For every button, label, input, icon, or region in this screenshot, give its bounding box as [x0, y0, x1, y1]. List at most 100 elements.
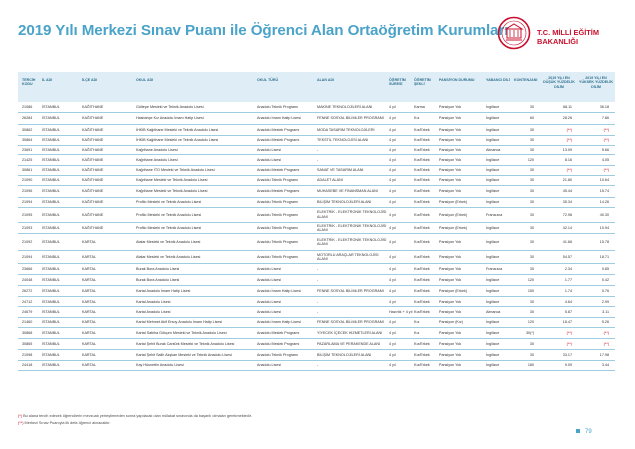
cell-okul-adi: Kartal Anadolu Lisesi	[136, 309, 171, 314]
cell-pansiyon-durumu: Pansiyon Yok	[439, 239, 462, 244]
cell-ogretim-sekli: Kız/Erkek	[414, 299, 430, 304]
cell-pansiyon-durumu: Pansiyon Yok	[439, 352, 462, 357]
cell-okul-adi: Burak Bora Anadolu Lisesi	[136, 277, 180, 282]
cell-ogretim-sekli: Karma	[414, 105, 425, 110]
cell-en-dusuk: (**)	[566, 341, 572, 346]
table-row: 30864 İSTANBUL KAĞITHANE İHKİB Kağıthane Me…	[18, 136, 615, 146]
cell-il-adi: İSTANBUL	[42, 116, 60, 121]
cell-okul-adi: Profilo Mesleki ve Teknik Anadolu Lisesi	[136, 212, 202, 217]
cell-okul-turu: Anadolu Teknik Programı	[257, 254, 299, 259]
header-okul-adi: OKUL ADI	[136, 78, 154, 82]
cell-alan-adi: SANAT VE TASARIM ALANI	[317, 168, 364, 173]
cell-pansiyon-durumu: Pansiyon Yok	[439, 116, 462, 121]
cell-il-adi: İSTANBUL	[42, 225, 60, 230]
cell-ogretim-suresi: 4 yıl	[389, 105, 396, 110]
cell-en-yuksek: (**)	[603, 138, 609, 143]
cell-tercih-kodu: 24712	[22, 299, 33, 304]
cell-alan-adi: -	[317, 266, 319, 271]
cell-tercih-kodu: 21094	[22, 200, 33, 205]
cell-okul-adi: Kartal Sabiha Gökçen Mesleki ve Teknik A…	[136, 330, 227, 335]
cell-ogretim-sekli: Kız/Erkek	[414, 127, 430, 132]
cell-pansiyon-durumu: Pansiyon (Erkek)	[439, 288, 468, 293]
cell-yabanci-dili: İngilizce	[486, 352, 500, 357]
cell-en-dusuk: 28.26	[562, 116, 572, 121]
cell-tercih-kodu: 30868	[22, 330, 33, 335]
cell-okul-turu: Anadolu Lisesi	[257, 266, 281, 271]
cell-yabanci-dili: İngilizce	[486, 341, 500, 346]
cell-okul-turu: Anadolu Meslek Programı	[257, 341, 300, 346]
cell-ogretim-sekli: Kız	[414, 116, 420, 121]
cell-alan-adi: -	[317, 309, 319, 314]
cell-kontenjani: 30	[529, 352, 534, 357]
cell-en-dusuk: 41.66	[562, 239, 572, 244]
cell-en-yuksek: 15.74	[599, 189, 609, 194]
table-row: 21094 İSTANBUL KARTAL Atalar Mesleki ve Tek…	[18, 251, 615, 265]
cell-tercih-kodu: 24418	[22, 363, 33, 368]
cell-okul-adi: Kartal Mehmet Akif Ersoy Anadolu İmam Ha…	[136, 320, 223, 325]
cell-kontenjani: 30	[529, 127, 534, 132]
cell-okul-turu: Anadolu Lisesi	[257, 309, 281, 314]
cell-okul-adi: Kağıthane Anadolu Lisesi	[136, 148, 178, 153]
table-row: 21460 İSTANBUL KARTAL Kartal Mehmet Akif Er…	[18, 318, 615, 329]
cell-kontenjani: 30	[529, 200, 534, 205]
cell-okul-turu: Anadolu İmam Hatip Lisesi	[257, 288, 301, 293]
cell-ogretim-sekli: Kız/Erkek	[414, 168, 430, 173]
cell-en-yuksek: 5.66	[601, 148, 609, 153]
cell-ogretim-sekli: Kız/Erkek	[414, 352, 430, 357]
cell-yabanci-dili: İngilizce	[486, 239, 500, 244]
cell-il-adi: İSTANBUL	[42, 352, 60, 357]
cell-alan-adi: -	[317, 158, 319, 163]
cell-tercih-kodu: 21093	[22, 225, 33, 230]
cell-il-adi: İSTANBUL	[42, 309, 60, 314]
table-row: 21098 İSTANBUL KARTAL Kartal Şehit Salih Al…	[18, 350, 615, 361]
cell-ogretim-sekli: Kız/Erkek	[414, 266, 430, 271]
cell-il-adi: İSTANBUL	[42, 168, 60, 173]
cell-okul-turu: Anadolu Meslek Programı	[257, 168, 300, 173]
cell-alan-adi: ELEKTRİK - ELEKTRONİK TEKNOLOJİSİ ALANI	[317, 223, 387, 232]
cell-yabanci-dili: İngilizce	[486, 277, 500, 282]
cell-pansiyon-durumu: Pansiyon (Erkek)	[439, 212, 468, 217]
cell-tercih-kodu: 21460	[22, 320, 33, 325]
page-title: 2019 Yılı Merkezi Sınav Puanı ile Öğrenc…	[18, 22, 509, 39]
cell-yabanci-dili: İngilizce	[486, 189, 500, 194]
cell-okul-turu: Anadolu Meslek Programı	[257, 127, 300, 132]
cell-alan-adi: BİLİŞİM TEKNOLOJİLERİ ALANI	[317, 200, 372, 205]
cell-yabanci-dili: İngilizce	[486, 299, 500, 304]
cell-okul-turu: Anadolu Meslek Programı	[257, 330, 300, 335]
cell-tercih-kodu: 21092	[22, 239, 33, 244]
cell-ogretim-suresi: 4 yıl	[389, 178, 396, 183]
cell-pansiyon-durumu: Pansiyon (Erkek)	[439, 225, 468, 230]
cell-pansiyon-durumu: Pansiyon Yok	[439, 309, 462, 314]
cell-yabanci-dili: İngilizce	[486, 105, 500, 110]
table-row: 21090 İSTANBUL KAĞITHANE Kağıthane Mesleki …	[18, 176, 615, 187]
cell-okul-adi: Gültepe Mesleki ve Teknik Anadolu Lisesi	[136, 105, 204, 110]
table-row: 26272 İSTANBUL KARTAL Kartal Anadolu İmam H…	[18, 286, 615, 297]
cell-ogretim-suresi: 4 yıl	[389, 239, 396, 244]
cell-en-dusuk: (**)	[566, 127, 572, 132]
cell-kontenjani: 30	[529, 341, 534, 346]
cell-il-adi: İSTANBUL	[42, 200, 60, 205]
cell-en-dusuk: (**)	[566, 138, 572, 143]
cell-il-adi: İSTANBUL	[42, 189, 60, 194]
cell-en-yuksek: 3.11	[602, 309, 609, 314]
cell-alan-adi: FENNE SOSYAL BİLİMLER PROGRAMI	[317, 288, 384, 293]
cell-okul-turu: Anadolu Lisesi	[257, 299, 281, 304]
cell-il-adi: İSTANBUL	[42, 148, 60, 153]
cell-en-dusuk: (**)	[566, 168, 572, 173]
cell-ilce-adi: KAĞITHANE	[82, 168, 104, 173]
cell-ilce-adi: KARTAL	[82, 320, 97, 325]
table-row: 24679 İSTANBUL KARTAL Kartal Anadolu Lisesi…	[18, 307, 615, 318]
table-row: 24712 İSTANBUL KARTAL Kartal Anadolu Lisesi…	[18, 297, 615, 308]
cell-alan-adi: -	[317, 299, 319, 304]
ministry-emblem-icon	[497, 16, 531, 50]
cell-il-adi: İSTANBUL	[42, 105, 60, 110]
cell-kontenjani: 30	[529, 225, 534, 230]
cell-en-yuksek: 5.26	[601, 320, 609, 325]
cell-okul-turu: Anadolu Teknik Programı	[257, 239, 299, 244]
logo-line-1: T.C. MİLLİ EĞİTİM	[537, 28, 599, 37]
cell-en-yuksek: 36.18	[599, 105, 609, 110]
cell-ogretim-sekli: Kız/Erkek	[414, 277, 430, 282]
cell-en-dusuk: 35.34	[562, 200, 572, 205]
footnote-1-mark: (*)	[18, 414, 23, 418]
cell-il-adi: İSTANBUL	[42, 127, 60, 132]
